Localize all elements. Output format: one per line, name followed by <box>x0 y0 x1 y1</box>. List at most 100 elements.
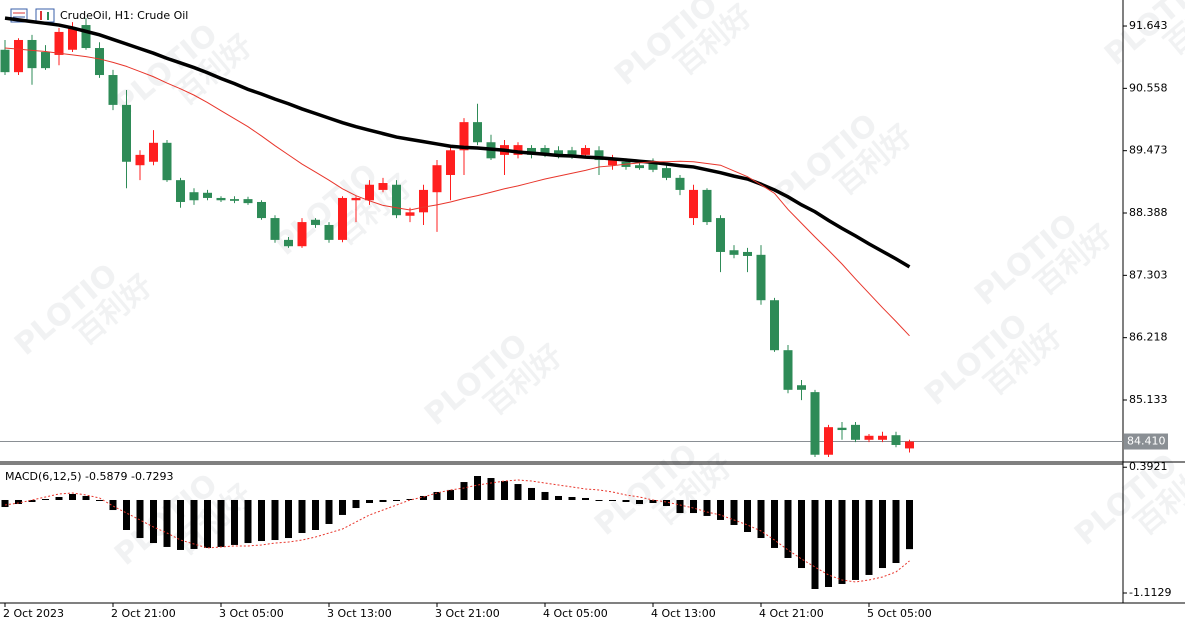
candle-body <box>837 427 847 431</box>
x-tick-label: 3 Oct 21:00 <box>435 607 500 620</box>
macd-bar <box>865 499 873 575</box>
candle-body <box>716 218 725 252</box>
candle-body <box>365 184 374 201</box>
macd-bar <box>96 499 103 501</box>
macd-bar <box>204 499 211 548</box>
macd-bar <box>339 499 346 515</box>
y-tick-label: 85.133 <box>1129 393 1168 406</box>
macd-bar <box>622 499 630 503</box>
y-tick-label: 87.303 <box>1129 268 1168 281</box>
candle-body <box>702 189 712 223</box>
macd-bar <box>325 499 333 524</box>
macd-bar <box>676 499 684 514</box>
macd-bar <box>555 495 562 500</box>
candle-body <box>581 147 590 155</box>
candle-body <box>608 160 617 166</box>
candle-body <box>648 161 658 170</box>
candle-body <box>203 192 212 198</box>
macd-bar <box>798 499 805 569</box>
macd-bar <box>892 499 900 564</box>
candle-body <box>41 52 50 69</box>
macd-bar <box>379 499 387 503</box>
candle-body <box>378 183 388 190</box>
candle-body <box>27 39 37 69</box>
candle-body <box>635 165 644 169</box>
macd-bar <box>258 499 265 542</box>
macd-bar <box>55 496 63 500</box>
candle-body <box>270 218 280 240</box>
candle-body <box>878 435 887 440</box>
macd-bar <box>244 499 252 544</box>
macd-bar <box>28 499 36 503</box>
indicator-name: MACD(6,12,5) <box>5 470 82 483</box>
macd-bar <box>69 493 76 500</box>
last-price-box <box>1124 433 1168 450</box>
macd-bar <box>757 499 765 539</box>
macd-bar <box>474 476 481 500</box>
macd-bar <box>514 484 522 500</box>
y-tick-label: 86.218 <box>1129 331 1168 344</box>
macd-bar <box>15 499 22 505</box>
candle-body <box>824 427 833 455</box>
macd-bar <box>82 495 90 500</box>
candle-body <box>810 392 820 455</box>
macd-bar <box>879 499 886 569</box>
candle-body <box>783 350 793 390</box>
y-tick-label: 0.3921 <box>1129 460 1168 473</box>
candle-body <box>176 180 185 202</box>
candle-body <box>149 142 158 162</box>
macd-bar <box>609 499 616 501</box>
candle-body <box>405 212 415 216</box>
x-tick-label: 4 Oct 13:00 <box>651 607 716 620</box>
indicator-value: -0.5879 <box>85 470 127 483</box>
macd-bar <box>838 499 846 584</box>
macd-bar <box>136 499 144 539</box>
candle-body <box>446 150 455 175</box>
indicator-label: MACD(6,12,5) -0.5879 -0.7293 <box>5 470 173 483</box>
x-tick-label: 2 Oct 2023 <box>3 607 64 620</box>
macd-bar <box>663 499 670 507</box>
candle-body <box>243 199 253 204</box>
macd-bar <box>123 499 130 530</box>
macd-bar <box>298 499 306 534</box>
macd-bar <box>271 499 279 541</box>
macd-bar <box>690 499 697 514</box>
candle-body <box>473 122 482 143</box>
candle-body <box>770 300 779 351</box>
macd-bar <box>109 499 117 511</box>
candle-body <box>68 27 77 50</box>
candle-body <box>419 189 428 213</box>
candle-body <box>567 150 577 157</box>
candle-body <box>851 424 860 440</box>
candle-body <box>189 192 199 201</box>
macd-bar <box>487 478 495 500</box>
indicator-value: -0.7293 <box>131 470 173 483</box>
candle-body <box>729 250 739 255</box>
icon <box>35 8 55 23</box>
macd-bar <box>217 499 225 547</box>
macd-bar <box>811 499 819 589</box>
candle-body <box>95 48 104 76</box>
candle-body <box>257 201 266 219</box>
macd-bar <box>771 499 778 548</box>
macd-bar <box>501 481 508 500</box>
macd-bar <box>582 497 589 500</box>
macd-bar <box>825 499 832 587</box>
candle-body <box>743 251 752 256</box>
candle-body <box>675 177 685 190</box>
x-tick-label: 5 Oct 05:00 <box>867 607 932 620</box>
macd-bar <box>352 499 360 509</box>
macd-bar <box>420 495 427 500</box>
macd-bar <box>285 499 292 539</box>
x-tick-label: 4 Oct 21:00 <box>759 607 824 620</box>
macd-bar <box>406 498 414 500</box>
macd-bar <box>231 499 238 545</box>
candle-body <box>797 385 806 390</box>
candle-body <box>432 165 442 193</box>
candle-body <box>594 150 604 161</box>
candle-body <box>284 239 293 247</box>
macd-bar <box>636 499 643 505</box>
macd-bar <box>1 499 9 508</box>
macd-bar <box>784 499 792 558</box>
last-price-label: 84.410 <box>1127 435 1166 448</box>
